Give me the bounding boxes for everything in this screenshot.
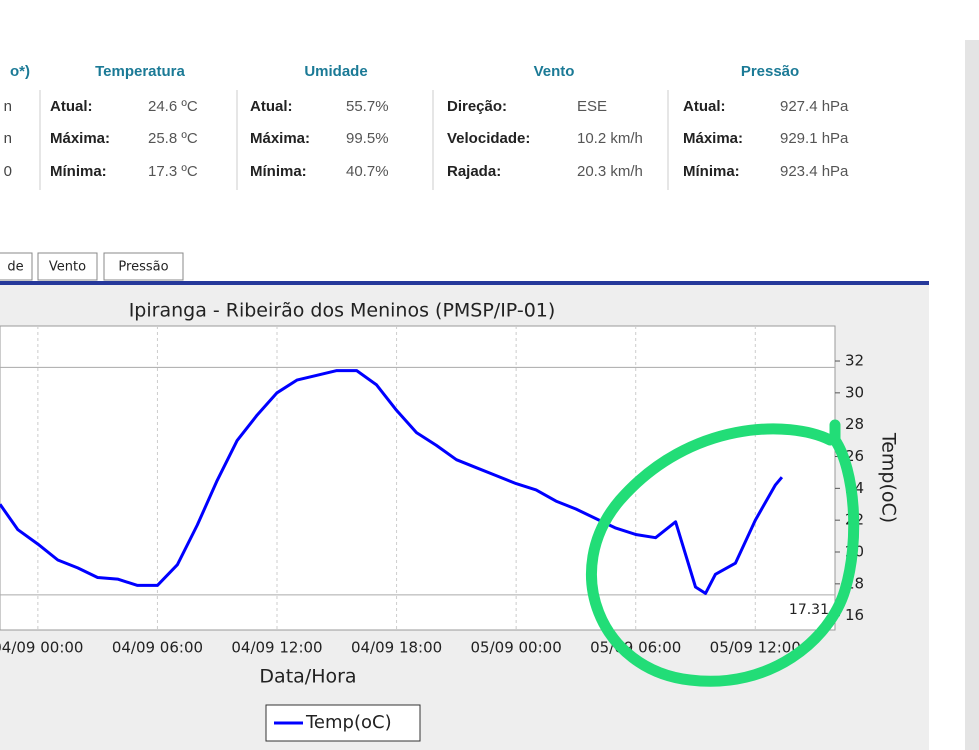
stat-value: 17.3 ºC	[148, 163, 198, 180]
stat-value: 99.5%	[346, 130, 389, 147]
min-annotation: 17.31	[789, 602, 829, 618]
y-axis-label: Temp(oC)	[878, 432, 900, 523]
stat-value: 40.7%	[346, 163, 389, 180]
tab[interactable]	[103, 252, 184, 281]
stat-value: 927.4 hPa	[780, 98, 849, 115]
y-tick-label: 28	[845, 415, 864, 433]
stat-label: Atual:	[250, 98, 293, 115]
stat-label: Mínima:	[683, 163, 740, 180]
legend-box	[265, 704, 421, 742]
stat-label: Direção:	[447, 98, 507, 115]
x-tick-label: 05/09 12:00	[710, 639, 801, 657]
tab-label[interactable]: de	[7, 260, 23, 275]
stat-value: 25.8 ºC	[148, 130, 198, 147]
stat-value: 0	[4, 163, 12, 180]
tab-bar	[0, 281, 929, 285]
x-tick-label: 04/09 06:00	[112, 639, 203, 657]
y-tick-label: 32	[845, 352, 864, 370]
x-tick-label: 04/09 18:00	[351, 639, 442, 657]
stat-header: o*)	[10, 63, 30, 80]
stat-label: Rajada:	[447, 163, 501, 180]
stat-group-title: Pressão	[741, 63, 799, 80]
stat-label: Atual:	[50, 98, 93, 115]
tab-label[interactable]: Vento	[49, 260, 86, 275]
legend-label: Temp(oC)	[305, 712, 392, 733]
chart-title: Ipiranga - Ribeirão dos Meninos (PMSP/IP…	[129, 300, 556, 322]
stat-label: Máxima:	[50, 130, 110, 147]
tab-label[interactable]: Pressão	[118, 260, 168, 275]
stat-value: 923.4 hPa	[780, 163, 849, 180]
stat-group-title: Umidade	[304, 63, 367, 80]
stat-label: Atual:	[683, 98, 726, 115]
stat-value: 10.2 km/h	[577, 130, 643, 147]
stat-label: Mínima:	[250, 163, 307, 180]
stat-value: 24.6 ºC	[148, 98, 198, 115]
stat-label: Velocidade:	[447, 130, 530, 147]
hand-drawn-circle	[585, 419, 860, 687]
stat-value: 20.3 km/h	[577, 163, 643, 180]
plot-area	[0, 325, 836, 631]
stat-value: n	[4, 98, 12, 115]
stat-label: Máxima:	[683, 130, 743, 147]
y-tick-label: 16	[845, 606, 864, 624]
x-tick-label: 04/09 00:00	[0, 639, 83, 657]
data-line	[0, 369, 784, 595]
stat-value: n	[4, 130, 12, 147]
stat-group-title: Vento	[534, 63, 575, 80]
tab[interactable]	[37, 252, 98, 281]
stat-label: Mínima:	[50, 163, 107, 180]
x-tick-label: 05/09 00:00	[471, 639, 562, 657]
stat-value: 929.1 hPa	[780, 130, 849, 147]
y-tick-label: 30	[845, 383, 864, 401]
stat-label: Máxima:	[250, 130, 310, 147]
scrollbar	[965, 40, 979, 750]
stat-value: ESE	[577, 98, 607, 115]
stat-group-title: Temperatura	[95, 63, 185, 80]
x-tick-label: 04/09 12:00	[231, 639, 322, 657]
stat-value: 55.7%	[346, 98, 389, 115]
x-axis-label: Data/Hora	[259, 666, 356, 688]
tab[interactable]	[0, 252, 33, 281]
